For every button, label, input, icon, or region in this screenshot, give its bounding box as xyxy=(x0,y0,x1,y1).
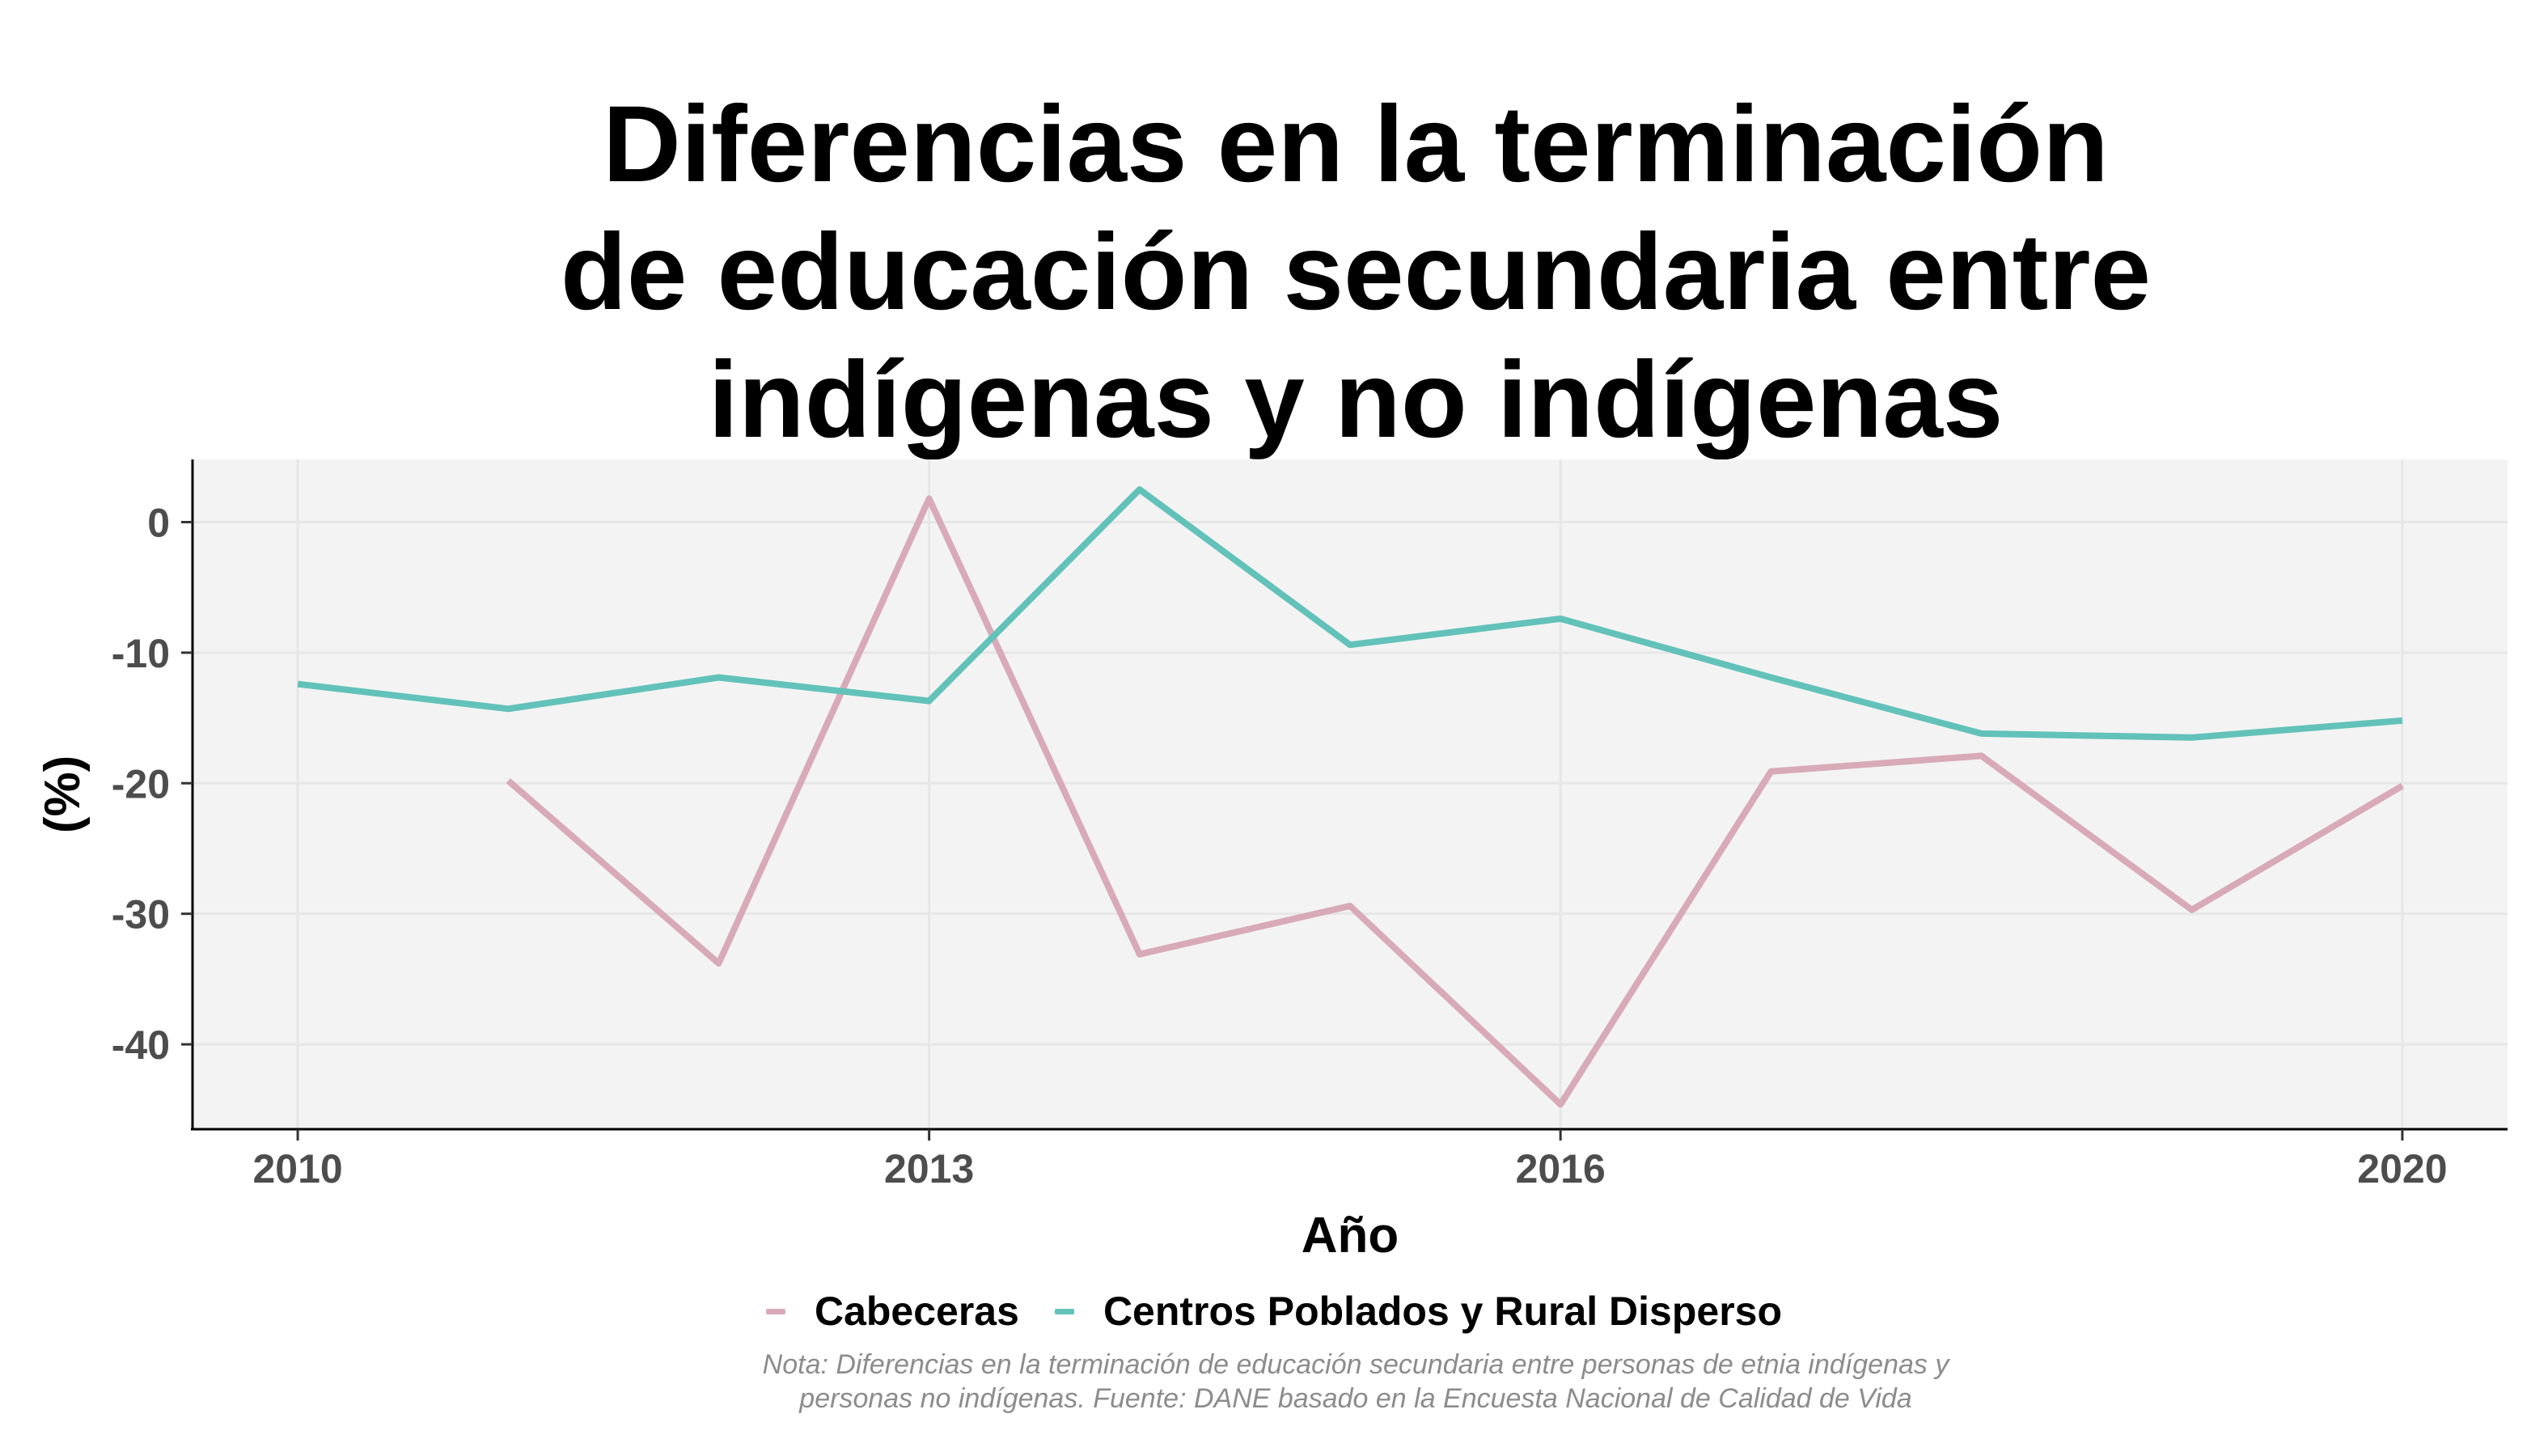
y-tick-label: -40 xyxy=(112,1022,170,1068)
y-tick-label: 0 xyxy=(147,500,170,545)
tick-labels: 2010 2013 2016 2020 0 -10 -20 -30 -40 xyxy=(112,500,2448,1191)
x-tick-label: 2016 xyxy=(1516,1146,1606,1191)
legend-label-centros-poblados: Centros Poblados y Rural Disperso xyxy=(1103,1289,1783,1334)
chart-title-line-1: Diferencias en la terminación xyxy=(603,84,2109,205)
chart-title: Diferencias en la terminación de educaci… xyxy=(191,81,2520,464)
series-lines xyxy=(297,486,2404,1108)
x-tick-label: 2020 xyxy=(2357,1146,2447,1191)
y-tick-label: -20 xyxy=(112,761,170,806)
legend: Cabeceras Centros Poblados y Rural Dispe… xyxy=(0,1288,2548,1335)
grid-lines xyxy=(193,459,2508,1129)
footnote-line-2: personas no indígenas. Fuente: DANE basa… xyxy=(799,1383,1912,1414)
footnote-line-1: Nota: Diferencias en la terminación de e… xyxy=(762,1349,1949,1380)
legend-item-centros-poblados: Centros Poblados y Rural Disperso xyxy=(1054,1288,1783,1335)
x-tick-label: 2010 xyxy=(252,1146,342,1191)
legend-key-centros-poblados xyxy=(1054,1308,1074,1314)
chart-title-line-3: indígenas y no indígenas xyxy=(708,340,2004,460)
legend-label-cabeceras: Cabeceras xyxy=(814,1289,1019,1334)
plot-panel xyxy=(193,459,2508,1129)
x-axis-label: Año xyxy=(1302,1208,1399,1263)
series-line-0 xyxy=(506,495,2404,1108)
legend-item-cabeceras: Cabeceras xyxy=(765,1288,1019,1335)
legend-key-cabeceras xyxy=(765,1308,785,1314)
y-tick-label: -10 xyxy=(112,631,170,676)
footnote: Nota: Diferencias en la terminación de e… xyxy=(191,1348,2520,1416)
axis-ticks xyxy=(181,520,2404,1141)
series-line-1 xyxy=(297,486,2403,741)
x-tick-label: 2013 xyxy=(884,1146,974,1191)
y-axis-label: (%) xyxy=(35,756,91,833)
chart-title-line-2: de educación secundaria entre xyxy=(560,212,2152,332)
y-tick-label: -30 xyxy=(112,892,170,938)
